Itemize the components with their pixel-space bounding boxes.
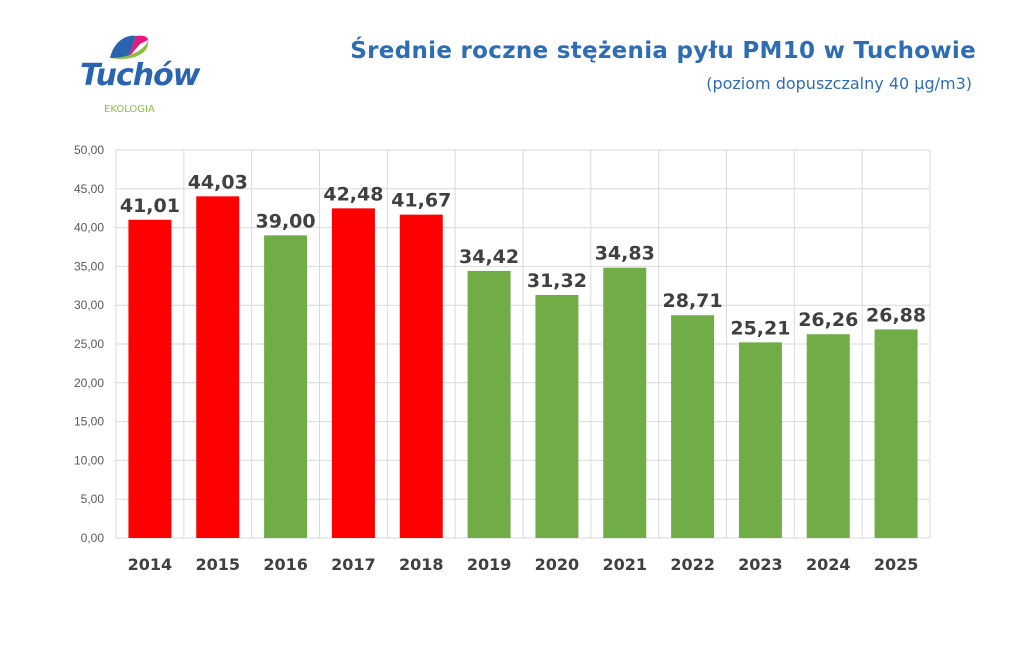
bar-2021	[603, 267, 647, 538]
y-tick-label: 10,00	[74, 453, 104, 467]
y-tick-label: 15,00	[74, 415, 104, 429]
chart-subtitle: (poziom dopuszczalny 40 µg/m3)	[706, 74, 972, 93]
bar-2020	[535, 294, 579, 538]
y-tick-label: 0,00	[81, 531, 105, 545]
x-tick-label: 2015	[195, 555, 240, 574]
data-label: 41,67	[391, 190, 451, 212]
data-label: 26,88	[866, 304, 926, 326]
data-label: 25,21	[730, 317, 790, 339]
y-tick-label: 20,00	[74, 376, 104, 390]
data-label: 41,01	[120, 195, 180, 217]
data-label: 31,32	[527, 270, 587, 292]
logo: Tuchów EKOLOGIA	[78, 30, 200, 120]
data-label: 34,83	[595, 243, 655, 265]
bar-2023	[738, 342, 782, 538]
bar-2022	[671, 315, 715, 538]
y-tick-label: 25,00	[74, 337, 104, 351]
data-label: 44,03	[188, 171, 248, 193]
chart-title: Średnie roczne stężenia pyłu PM10 w Tuch…	[350, 38, 976, 64]
x-tick-label: 2022	[670, 555, 715, 574]
x-tick-label: 2021	[602, 555, 647, 574]
data-label: 42,48	[323, 183, 383, 205]
bar-2014	[128, 219, 172, 539]
bar-2019	[467, 270, 511, 538]
y-tick-label: 50,00	[74, 143, 104, 157]
y-tick-label: 5,00	[81, 492, 105, 506]
bar-2018	[399, 214, 443, 538]
x-tick-label: 2018	[399, 555, 444, 574]
x-tick-label: 2014	[128, 555, 173, 574]
data-label: 28,71	[663, 290, 723, 312]
data-label: 34,42	[459, 246, 519, 268]
logo-tagline: EKOLOGIA	[104, 104, 155, 115]
bar-2024	[806, 334, 850, 538]
x-tick-label: 2017	[331, 555, 376, 574]
x-tick-label: 2024	[806, 555, 851, 574]
y-tick-label: 40,00	[74, 221, 104, 235]
bar-2025	[874, 329, 918, 538]
x-tick-label: 2025	[874, 555, 919, 574]
x-tick-label: 2023	[738, 555, 783, 574]
y-tick-label: 35,00	[74, 259, 104, 273]
x-tick-label: 2020	[535, 555, 580, 574]
x-tick-label: 2019	[467, 555, 512, 574]
bar-2015	[196, 196, 240, 538]
leaf-icon	[110, 35, 149, 59]
y-tick-label: 30,00	[74, 298, 104, 312]
logo-name: Tuchów	[80, 58, 200, 93]
bar-2016	[264, 235, 308, 539]
bar-2017	[331, 208, 375, 538]
data-label: 26,26	[798, 309, 858, 331]
data-label: 39,00	[256, 210, 316, 232]
y-tick-label: 45,00	[74, 182, 104, 196]
x-tick-label: 2016	[263, 555, 308, 574]
